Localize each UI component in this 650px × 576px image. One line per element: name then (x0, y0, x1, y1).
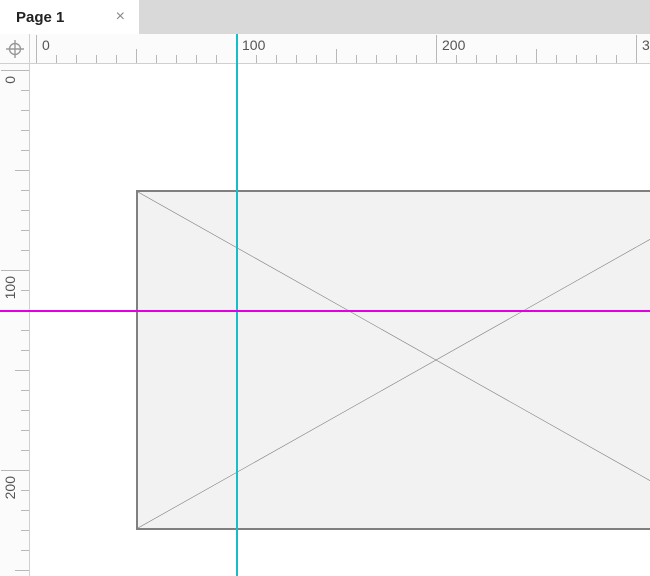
ruler-tick (36, 35, 37, 63)
ruler-label: 300 (642, 37, 650, 53)
ruler-origin-button[interactable] (0, 34, 30, 64)
ruler-tick (256, 55, 257, 63)
ruler-tick (21, 290, 29, 291)
ruler-tick (576, 55, 577, 63)
ruler-tick (21, 450, 29, 451)
ruler-tick (216, 55, 217, 63)
ruler-tick (15, 170, 29, 171)
ruler-tick (21, 430, 29, 431)
ruler-tick (336, 49, 337, 63)
ruler-tick (21, 150, 29, 151)
ruler-tick (21, 250, 29, 251)
ruler-label: 100 (242, 37, 265, 53)
ruler-tick (176, 55, 177, 63)
ruler-tick (21, 550, 29, 551)
ruler-tick (56, 55, 57, 63)
ruler-tick (1, 470, 29, 471)
canvas[interactable] (30, 64, 650, 576)
ruler-tick (556, 55, 557, 63)
ruler-tick (21, 390, 29, 391)
ruler-tick (21, 230, 29, 231)
image-frame[interactable] (136, 190, 650, 530)
horizontal-guide[interactable] (0, 310, 650, 312)
frame-diagonals (138, 192, 650, 528)
ruler-tick (196, 55, 197, 63)
ruler-tick (436, 35, 437, 63)
ruler-tick (316, 55, 317, 63)
ruler-tick (396, 55, 397, 63)
close-icon[interactable]: × (116, 8, 125, 26)
ruler-tick (356, 55, 357, 63)
ruler-tick (616, 55, 617, 63)
ruler-label: 0 (2, 76, 18, 84)
vertical-ruler[interactable]: 0 100 200 (0, 64, 30, 576)
workspace: 0 100 200 300 0 100 200 (0, 34, 650, 576)
ruler-tick (15, 570, 29, 571)
ruler-tick (76, 55, 77, 63)
ruler-tick (21, 90, 29, 91)
ruler-tick (15, 370, 29, 371)
ruler-tick (636, 35, 637, 63)
ruler-tick (536, 49, 537, 63)
ruler-tick (496, 55, 497, 63)
vertical-guide[interactable] (236, 34, 238, 576)
ruler-tick (21, 410, 29, 411)
ruler-tick (21, 510, 29, 511)
ruler-tick (21, 350, 29, 351)
ruler-tick (136, 49, 137, 63)
ruler-tick (21, 110, 29, 111)
ruler-tick (376, 55, 377, 63)
crosshair-icon (6, 40, 24, 58)
ruler-tick (476, 55, 477, 63)
ruler-tick (456, 55, 457, 63)
ruler-tick (96, 55, 97, 63)
ruler-label: 200 (442, 37, 465, 53)
ruler-label: 100 (2, 276, 18, 299)
ruler-tick (296, 55, 297, 63)
ruler-tick (21, 330, 29, 331)
tab-bar: Page 1 × (0, 0, 650, 34)
ruler-tick (276, 55, 277, 63)
ruler-tick (1, 70, 29, 71)
ruler-tick (516, 55, 517, 63)
horizontal-ruler[interactable]: 0 100 200 300 (30, 34, 650, 64)
ruler-tick (21, 130, 29, 131)
ruler-label: 0 (42, 37, 50, 53)
ruler-tick (21, 490, 29, 491)
ruler-tick (21, 190, 29, 191)
ruler-tick (416, 55, 417, 63)
ruler-tick (21, 210, 29, 211)
tab-page-1[interactable]: Page 1 × (0, 0, 140, 34)
ruler-tick (596, 55, 597, 63)
ruler-tick (21, 530, 29, 531)
ruler-label: 200 (2, 476, 18, 499)
tab-label: Page 1 (16, 9, 64, 26)
ruler-tick (116, 55, 117, 63)
ruler-tick (1, 270, 29, 271)
ruler-tick (156, 55, 157, 63)
